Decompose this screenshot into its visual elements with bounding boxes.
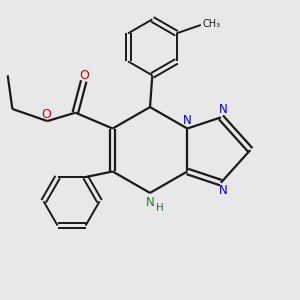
Text: CH₃: CH₃ bbox=[203, 20, 221, 29]
Text: O: O bbox=[41, 108, 51, 121]
Text: O: O bbox=[80, 69, 90, 82]
Text: N: N bbox=[183, 114, 192, 127]
Text: N: N bbox=[146, 196, 154, 209]
Text: H: H bbox=[156, 203, 164, 213]
Text: N: N bbox=[219, 103, 228, 116]
Text: N: N bbox=[219, 184, 228, 197]
